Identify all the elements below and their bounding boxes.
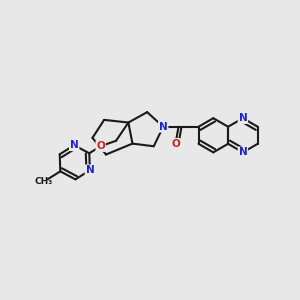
- Text: O: O: [96, 141, 105, 151]
- Text: N: N: [159, 122, 168, 132]
- Text: O: O: [171, 139, 180, 149]
- Text: N: N: [85, 165, 94, 175]
- Text: CH₃: CH₃: [34, 178, 52, 187]
- Text: N: N: [238, 113, 247, 123]
- Text: N: N: [70, 140, 79, 150]
- Text: N: N: [238, 147, 247, 158]
